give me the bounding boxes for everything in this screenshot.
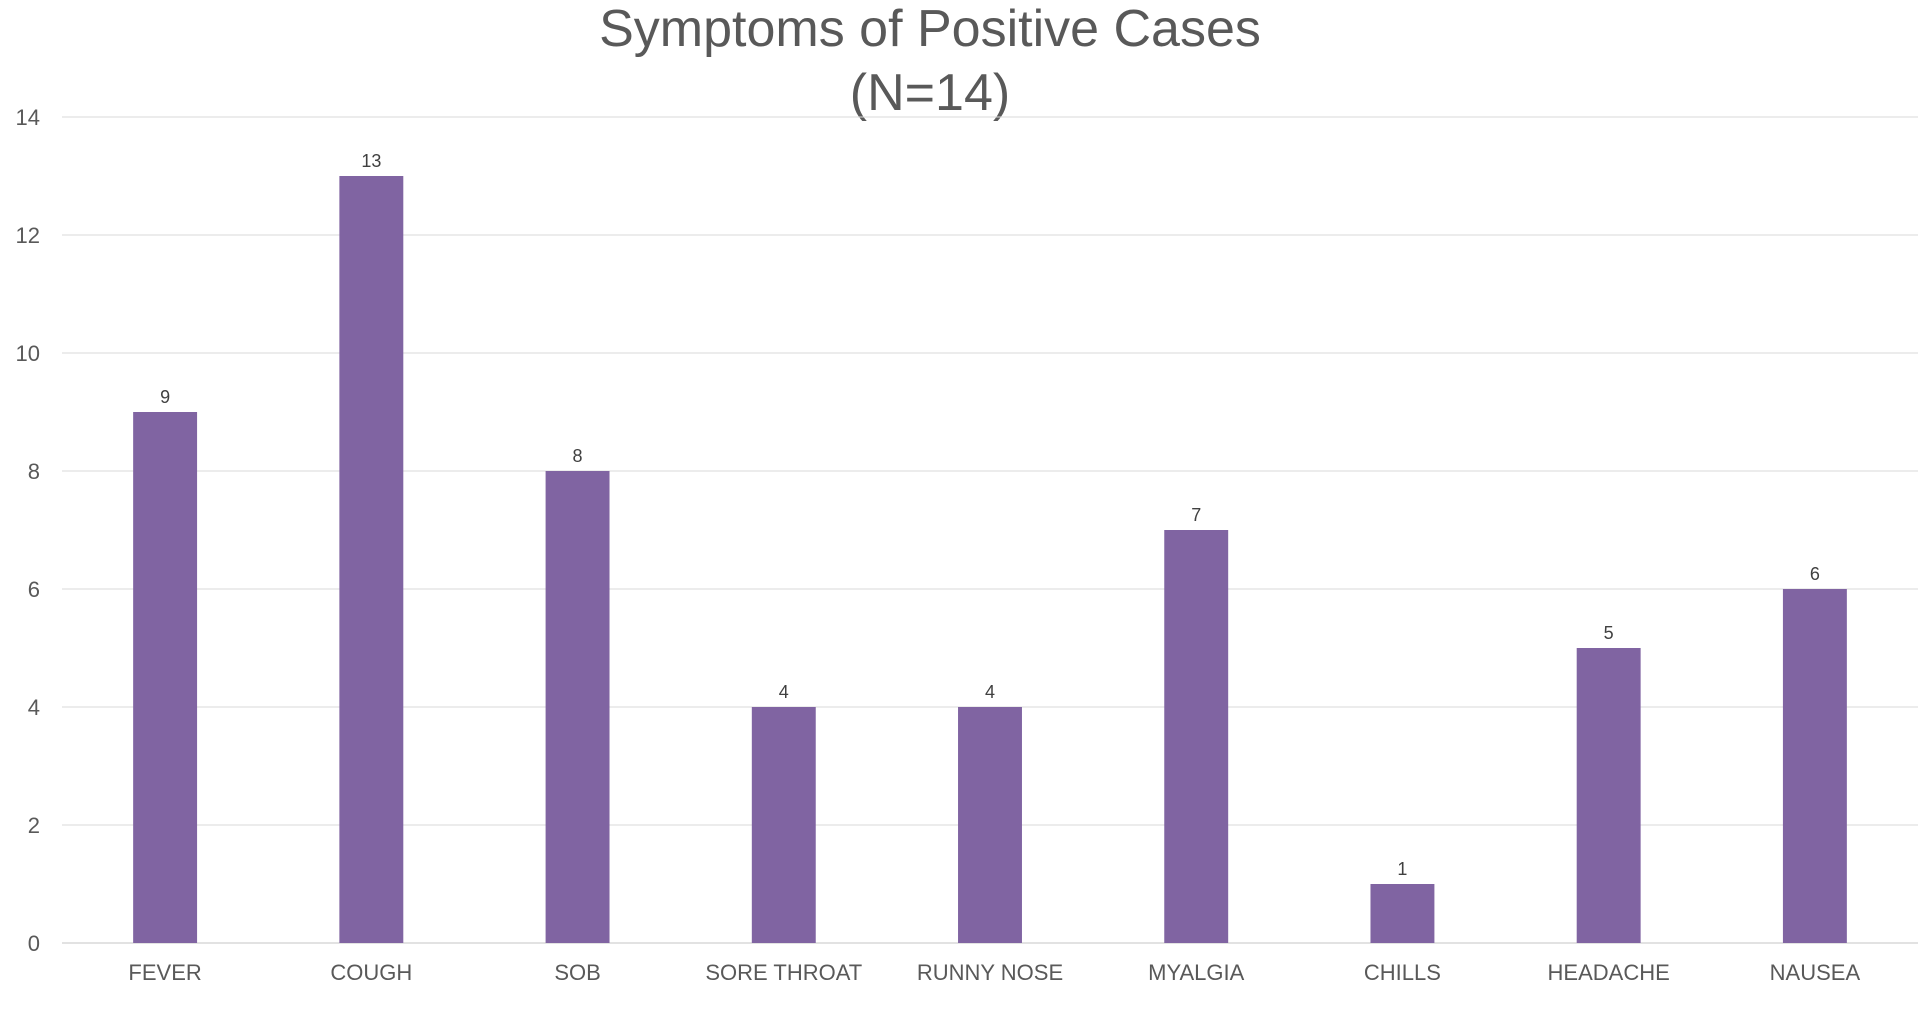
bar-sore-throat — [751, 707, 816, 943]
data-label: 9 — [160, 387, 170, 407]
y-tick-label: 4 — [28, 695, 40, 720]
y-axis-ticks: 0 2 4 6 8 10 12 14 — [16, 105, 40, 956]
chart-subtitle: (N=14) — [850, 64, 1010, 122]
y-tick-label: 12 — [16, 223, 40, 248]
bars — [133, 176, 1847, 943]
data-label: 7 — [1191, 505, 1201, 525]
y-tick-label: 10 — [16, 341, 40, 366]
y-tick-label: 2 — [28, 813, 40, 838]
x-tick-label: HEADACHE — [1548, 960, 1670, 985]
data-label: 5 — [1604, 623, 1614, 643]
x-tick-label: CHILLS — [1364, 960, 1441, 985]
data-label: 8 — [573, 446, 583, 466]
data-label: 6 — [1810, 564, 1820, 584]
x-axis-ticks: FEVER COUGH SOB SORE THROAT RUNNY NOSE MYALGI… — [128, 960, 1860, 985]
y-tick-label: 14 — [16, 105, 40, 130]
bar-chills — [1370, 884, 1435, 943]
bar-headache — [1576, 648, 1641, 943]
x-tick-label: MYALGIA — [1148, 960, 1245, 985]
bar-cough — [339, 176, 404, 943]
data-label: 13 — [361, 151, 381, 171]
x-tick-label: RUNNY NOSE — [917, 960, 1063, 985]
x-tick-label: SOB — [554, 960, 600, 985]
bar-sob — [545, 471, 610, 943]
bar-fever — [133, 412, 198, 943]
data-label: 1 — [1397, 859, 1407, 879]
chart-title: Symptoms of Positive Cases — [599, 0, 1261, 58]
data-label: 4 — [985, 682, 995, 702]
bar-nausea — [1782, 589, 1847, 943]
bar-runny-nose — [958, 707, 1022, 943]
y-tick-label: 8 — [28, 459, 40, 484]
bar-myalgia — [1164, 530, 1229, 943]
data-label: 4 — [779, 682, 789, 702]
x-tick-label: FEVER — [128, 960, 201, 985]
x-tick-label: SORE THROAT — [705, 960, 862, 985]
y-tick-label: 6 — [28, 577, 40, 602]
y-tick-label: 0 — [28, 931, 40, 956]
data-labels: 9 13 8 4 4 7 1 5 6 — [160, 151, 1820, 879]
x-tick-label: COUGH — [330, 960, 412, 985]
x-tick-label: NAUSEA — [1770, 960, 1861, 985]
